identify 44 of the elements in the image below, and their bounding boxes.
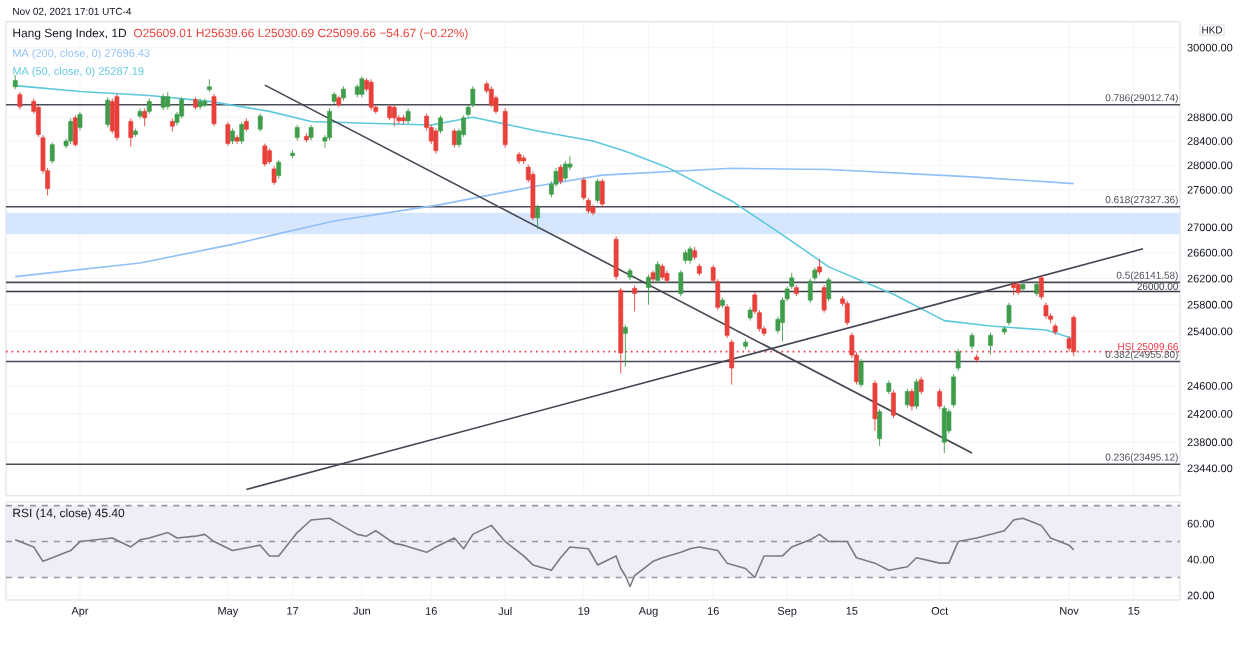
candlestick xyxy=(909,388,915,411)
line-series xyxy=(14,167,1075,278)
candlestick xyxy=(622,324,628,368)
candlestick xyxy=(68,118,74,145)
candlestick xyxy=(77,111,83,131)
candlestick xyxy=(271,165,277,186)
candlestick xyxy=(946,408,952,435)
candlestick xyxy=(613,235,619,281)
line-series xyxy=(14,517,1075,588)
candlestick xyxy=(937,388,943,410)
candlestick xyxy=(562,160,568,182)
candlestick xyxy=(114,93,120,142)
candlestick xyxy=(941,405,947,454)
candlestick xyxy=(646,274,651,306)
candlestick xyxy=(678,269,684,297)
candlestick xyxy=(1006,302,1012,326)
candlestick xyxy=(877,408,882,447)
candlestick xyxy=(179,96,185,119)
candlestick xyxy=(914,378,919,410)
candlestick xyxy=(826,276,832,302)
candlestick xyxy=(530,170,536,221)
candlestick xyxy=(49,141,55,164)
candlestick xyxy=(535,204,540,230)
candlestick xyxy=(276,159,282,180)
candlestick xyxy=(558,164,564,185)
candlestick xyxy=(595,178,601,204)
candlestick xyxy=(105,96,111,128)
candlestick xyxy=(955,348,961,372)
candlestick xyxy=(632,285,637,312)
candlestick xyxy=(872,379,878,432)
candlestick xyxy=(488,85,494,108)
candlestick xyxy=(239,121,245,145)
candlestick xyxy=(951,373,956,408)
candlestick xyxy=(858,358,864,388)
candlestick xyxy=(821,284,827,314)
candlestick xyxy=(327,107,332,142)
candlestick xyxy=(988,332,993,355)
candlestick xyxy=(891,389,896,419)
candlestick xyxy=(844,300,850,326)
candlestick xyxy=(211,93,217,127)
candlestick xyxy=(72,114,78,148)
candlestick xyxy=(581,177,587,201)
candlestick xyxy=(433,128,439,155)
candlestick xyxy=(599,178,605,208)
